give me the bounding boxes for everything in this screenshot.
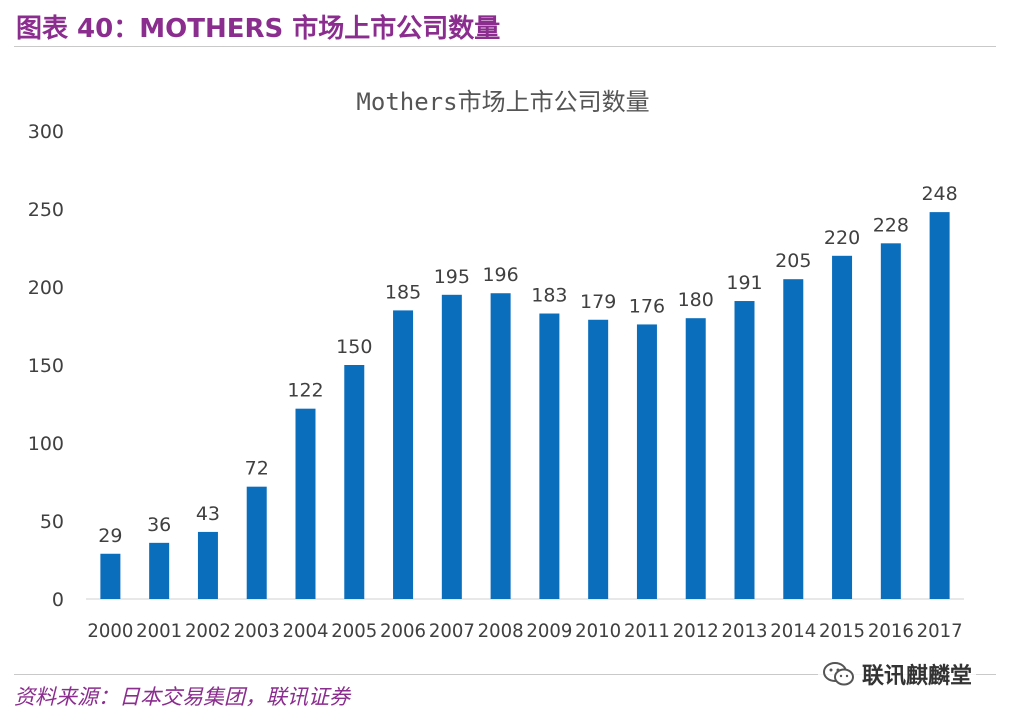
x-tick-label-2001: 2001	[136, 620, 182, 642]
y-tick-label: 50	[40, 511, 64, 533]
bar-2012	[685, 318, 706, 599]
x-tick-label-2006: 2006	[380, 620, 426, 642]
x-tick-label-2017: 2017	[917, 620, 963, 642]
data-label-2001: 36	[147, 514, 171, 536]
x-tick-label-2007: 2007	[429, 620, 475, 642]
y-axis-ticks: 0 50 100 150 200 250 300	[28, 121, 64, 611]
data-label-2012: 180	[678, 289, 714, 311]
data-label-2006: 185	[385, 281, 421, 303]
x-tick-label-2012: 2012	[673, 620, 719, 642]
chart-title: Mothers市场上市公司数量	[356, 88, 649, 116]
data-label-2014: 205	[775, 250, 811, 272]
bar-2016	[880, 243, 901, 599]
x-tick-label-2002: 2002	[185, 620, 231, 642]
x-axis-ticks: 2000 2001 2002 2003 2004 2005 2006 2007 2008 2009…	[87, 620, 962, 642]
watermark-text: 联讯麒麟堂	[862, 664, 973, 689]
x-tick-label-2009: 2009	[526, 620, 572, 642]
bar-2007	[441, 294, 462, 599]
data-label-2016: 228	[873, 214, 909, 236]
x-tick-label-2015: 2015	[819, 620, 865, 642]
data-label-2004: 122	[287, 380, 323, 402]
x-tick-label-2016: 2016	[868, 620, 914, 642]
bar-2005	[344, 365, 365, 599]
x-tick-label-2003: 2003	[234, 620, 280, 642]
bar-2010	[588, 319, 609, 599]
bar-2009	[539, 313, 560, 599]
y-tick-label: 300	[28, 121, 64, 143]
bar-2013	[734, 301, 755, 599]
x-tick-label-2010: 2010	[575, 620, 621, 642]
data-label-2007: 195	[434, 266, 470, 288]
data-label-2011: 176	[629, 295, 665, 317]
bar-2002	[197, 531, 218, 599]
x-tick-label-2011: 2011	[624, 620, 670, 642]
bar-series	[100, 212, 950, 600]
y-tick-label: 250	[28, 199, 64, 221]
header-divider	[14, 46, 996, 47]
bar-2015	[832, 255, 853, 600]
figure-header: 图表 40：MOTHERS 市场上市公司数量	[16, 14, 501, 44]
data-label-2013: 191	[726, 272, 762, 294]
x-tick-label-2004: 2004	[283, 620, 329, 642]
data-label-2003: 72	[245, 458, 269, 480]
bar-2011	[636, 324, 657, 599]
bar-2014	[783, 279, 804, 599]
data-label-2015: 220	[824, 227, 860, 249]
figure-source: 资料来源：日本交易集团，联讯证券	[14, 685, 350, 709]
bar-2003	[246, 486, 267, 599]
bar-2006	[393, 310, 414, 599]
y-tick-label: 200	[28, 277, 64, 299]
bar-2008	[490, 293, 511, 599]
data-label-2008: 196	[482, 264, 518, 286]
bar-2004	[295, 408, 316, 599]
y-tick-label: 150	[28, 355, 64, 377]
data-label-2005: 150	[336, 336, 372, 358]
y-tick-label: 100	[28, 433, 64, 455]
footer-divider	[14, 674, 996, 675]
x-tick-label-2013: 2013	[722, 620, 768, 642]
bar-2001	[149, 542, 170, 599]
y-tick-label: 0	[52, 589, 64, 611]
wechat-icon	[822, 660, 856, 688]
data-labels: 29 36 43 72 122 150 185 195 196 183 179 176 180 191 20…	[98, 183, 957, 547]
watermark: 联讯麒麟堂	[818, 656, 977, 692]
x-tick-label-2008: 2008	[478, 620, 524, 642]
x-tick-label-2000: 2000	[87, 620, 133, 642]
x-tick-label-2005: 2005	[331, 620, 377, 642]
bar-2017	[929, 212, 950, 599]
data-label-2009: 183	[531, 285, 567, 307]
bar-2000	[100, 553, 121, 599]
data-label-2000: 29	[98, 525, 122, 547]
data-label-2017: 248	[921, 183, 957, 205]
data-label-2010: 179	[580, 291, 616, 313]
data-label-2002: 43	[196, 503, 220, 525]
x-tick-label-2014: 2014	[770, 620, 816, 642]
